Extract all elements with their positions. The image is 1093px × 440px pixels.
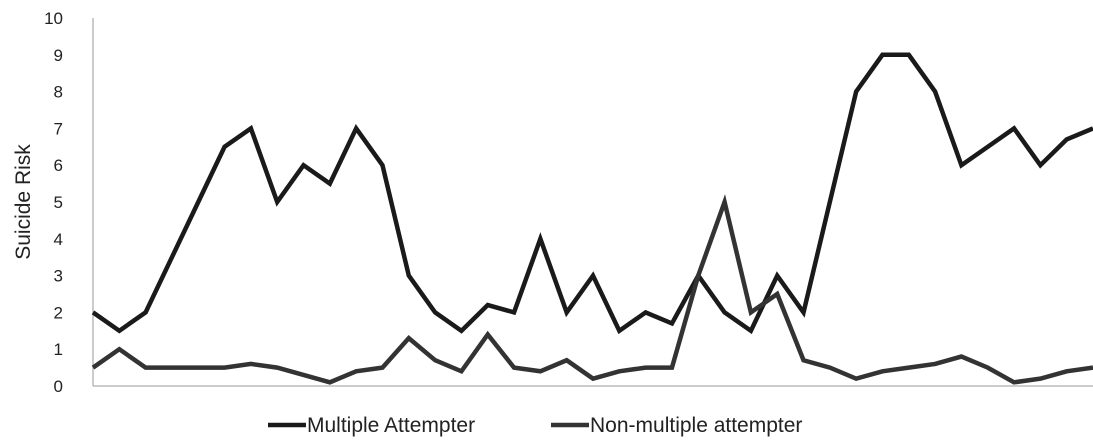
y-axis-label: Suicide Risk xyxy=(12,144,35,260)
y-tick-label: 5 xyxy=(54,193,63,212)
series-line-multiple-attempter xyxy=(91,52,1093,335)
legend-item-non-multiple-attempter: Non-multiple attempter xyxy=(551,414,802,437)
y-axis xyxy=(92,18,1093,387)
y-tick-label: 1 xyxy=(54,340,63,359)
y-tick-label: 7 xyxy=(54,119,63,138)
y-tick-label: 6 xyxy=(54,156,63,175)
y-tick-label: 10 xyxy=(44,9,63,28)
legend-label-multiple-attempter: Multiple Attempter xyxy=(307,414,475,437)
series-line-non-multiple-attempter xyxy=(91,194,1093,385)
y-tick-label: 0 xyxy=(54,377,63,396)
y-tick-label: 9 xyxy=(54,46,63,65)
legend-item-multiple-attempter: Multiple Attempter xyxy=(268,414,475,437)
y-tick-label: 8 xyxy=(54,83,63,102)
y-tick-label: 2 xyxy=(54,303,63,322)
legend: Multiple Attempter Non-multiple attempte… xyxy=(268,414,802,437)
y-tick-label: 3 xyxy=(54,267,63,286)
series-layer xyxy=(91,52,1093,385)
legend-label-non-multiple-attempter: Non-multiple attempter xyxy=(590,414,802,437)
y-tick-label: 4 xyxy=(54,230,63,249)
y-tick-labels: 0 1 2 3 4 5 6 7 8 9 10 xyxy=(44,9,63,396)
